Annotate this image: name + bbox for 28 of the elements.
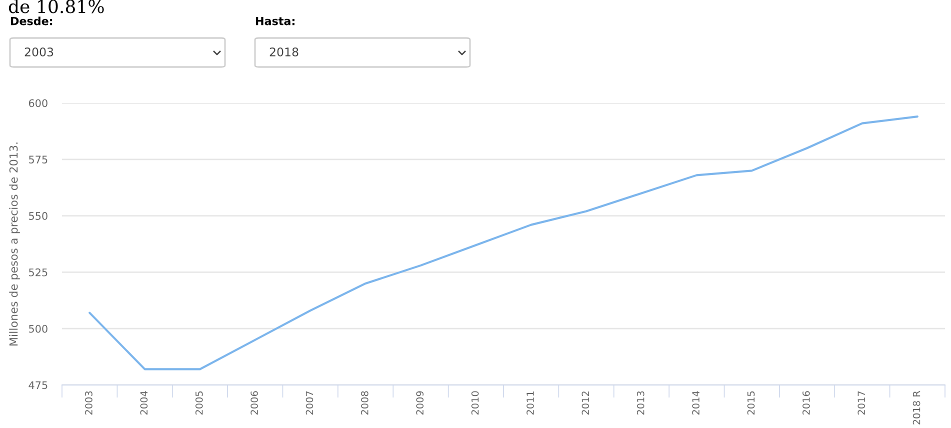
- text: 2018: [270, 47, 298, 56]
- x-tick-label: 2004: [140, 391, 148, 415]
- y-tick-label: 475: [28, 381, 48, 390]
- x-tick-label: 2011: [526, 391, 534, 415]
- y-tick-label: 500: [29, 324, 48, 333]
- x-tick-label: 2006: [250, 391, 258, 415]
- x-tick-label: 2010: [471, 391, 479, 415]
- x-tick-label: 2015: [747, 391, 755, 415]
- x-tick-label: 2007: [306, 391, 314, 415]
- x-tick-label: 2013: [636, 391, 644, 415]
- y-tick-label: 525: [29, 268, 48, 276]
- x-tick-label: 2009: [416, 391, 424, 415]
- text: Desde:: [11, 16, 52, 26]
- y-tick-label: 575: [29, 156, 48, 164]
- x-tick-label: 2005: [195, 391, 203, 415]
- y-axis-title: Millones de pesos a precios de 2013.: [9, 142, 20, 346]
- line-series: [88, 115, 918, 370]
- y-tick-label: 600: [28, 99, 48, 108]
- x-tick-label: 2012: [582, 392, 590, 415]
- x-tick-label: 2014: [692, 391, 700, 415]
- x-tick-label: 2016: [802, 391, 810, 415]
- x-tick-label: 2003: [85, 391, 92, 415]
- x-tick-label: 2017: [858, 391, 866, 415]
- x-tick-label: 2008: [361, 391, 368, 415]
- text: Hasta:: [256, 16, 294, 26]
- text: 2003: [24, 47, 54, 56]
- y-tick-label: 550: [29, 212, 48, 220]
- x-tick-label: 2018 R: [912, 390, 920, 424]
